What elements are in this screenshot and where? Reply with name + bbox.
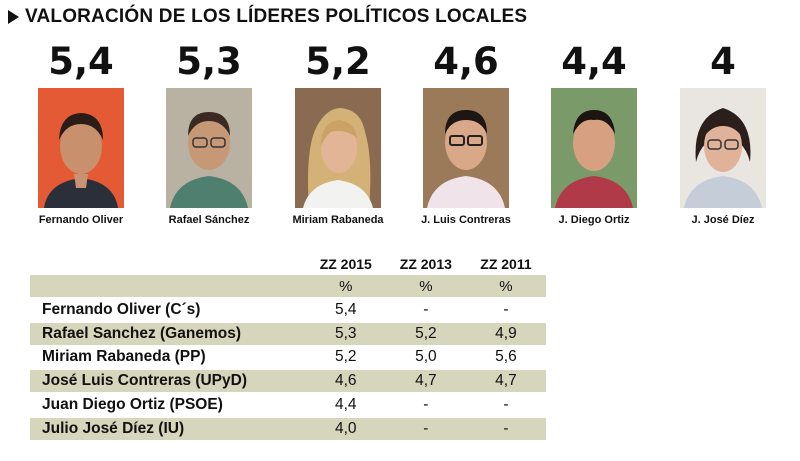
portrait-icon [551,88,637,208]
unit-label: % [499,277,513,295]
portrait-icon [38,88,124,208]
chart-title-text: VALORACIÓN DE LOS LÍDERES POLÍTICOS LOCA… [25,6,528,27]
column-header: ZZ 2013 [399,256,452,272]
cell-2013: 5,2 [415,324,437,342]
leader-score: 5,2 [305,40,371,83]
cell-2015: 4,6 [334,372,357,390]
leader-score: 5,3 [176,40,242,83]
row-name: Rafael Sanchez (Ganemos) [42,324,241,342]
triangle-bullet-icon [8,10,19,24]
leader-card-contreras: 4,6 J. Luis Contreras [402,40,530,226]
ratings-table: ZZ 2015 ZZ 2013 ZZ 2011 % % % Fernando O… [30,253,546,442]
cell-2011: 4,7 [495,372,517,390]
leader-card-rabaneda: 5,2 Miriam Rabaneda [274,40,402,226]
leader-caption: J. José Díez [691,214,755,226]
leader-card-sanchez: 5,3 Rafael Sánchez [145,40,273,226]
column-header: ZZ 2015 [319,256,372,272]
table-row: Miriam Rabaneda (PP) 5,2 5,0 5,6 [30,346,546,368]
cell-2013: 5,0 [415,348,437,366]
cell-2013: - [423,395,429,413]
leader-score: 4,6 [433,40,499,83]
row-name: Julio José Díez (IU) [42,419,185,437]
leader-score: 4 [710,40,736,83]
cell-2013: 4,7 [415,372,437,390]
leader-photo [551,88,637,208]
leader-card-ortiz: 4,4 J. Diego Ortiz [530,40,658,226]
table-row: José Luis Contreras (UPyD) 4,6 4,7 4,7 [30,370,546,393]
cell-2015: 4,4 [334,395,357,413]
portrait-icon [680,88,766,208]
cell-2011: - [503,419,509,437]
table-header-row: ZZ 2015 ZZ 2013 ZZ 2011 [30,253,546,275]
column-header: ZZ 2011 [480,256,532,272]
cell-2011: - [503,395,509,413]
table-units-row: % % % [30,275,546,297]
cell-2011: 4,9 [495,324,517,342]
portrait-icon [166,88,252,208]
portrait-icon [295,88,381,208]
table-row: Juan Diego Ortiz (PSOE) 4,4 - - [30,394,546,416]
table-row: Rafael Sanchez (Ganemos) 5,3 5,2 4,9 [30,322,546,345]
leader-photo [680,88,766,208]
cell-2011: - [503,300,509,318]
leader-gallery: 5,4 Fernando Oliver 5,3 Rafael Sán [17,40,787,226]
row-name: Fernando Oliver (C´s) [42,300,201,318]
cell-2015: 4,0 [334,419,357,437]
leader-caption: Rafael Sánchez [168,214,250,226]
leader-photo [423,88,509,208]
cell-2015: 5,4 [334,300,357,318]
leader-caption: Miriam Rabaneda [292,214,384,226]
leader-caption: J. Luis Contreras [421,214,511,226]
leader-caption: Fernando Oliver [38,214,124,226]
unit-label: % [339,277,353,295]
cell-2015: 5,3 [334,324,357,342]
row-name: José Luis Contreras (UPyD) [42,372,247,390]
row-name: Juan Diego Ortiz (PSOE) [42,395,223,413]
leader-card-diez: 4 J. José Díez [659,40,787,226]
cell-2013: - [423,419,429,437]
cell-2015: 5,2 [334,348,357,366]
cell-2013: - [423,300,429,318]
table-row: Fernando Oliver (C´s) 5,4 - - [30,299,546,321]
leader-photo [38,88,124,208]
leader-photo [295,88,381,208]
unit-label: % [419,277,433,295]
leader-score: 5,4 [48,40,114,83]
leader-caption: J. Diego Ortiz [558,214,630,226]
leader-photo [166,88,252,208]
portrait-icon [423,88,509,208]
row-name: Miriam Rabaneda (PP) [42,348,206,366]
table-row: Julio José Díez (IU) 4,0 - - [30,417,546,440]
leader-card-oliver: 5,4 Fernando Oliver [17,40,145,226]
chart-title: VALORACIÓN DE LOS LÍDERES POLÍTICOS LOCA… [8,6,527,28]
leader-score: 4,4 [561,40,627,83]
cell-2011: 5,6 [495,348,517,366]
